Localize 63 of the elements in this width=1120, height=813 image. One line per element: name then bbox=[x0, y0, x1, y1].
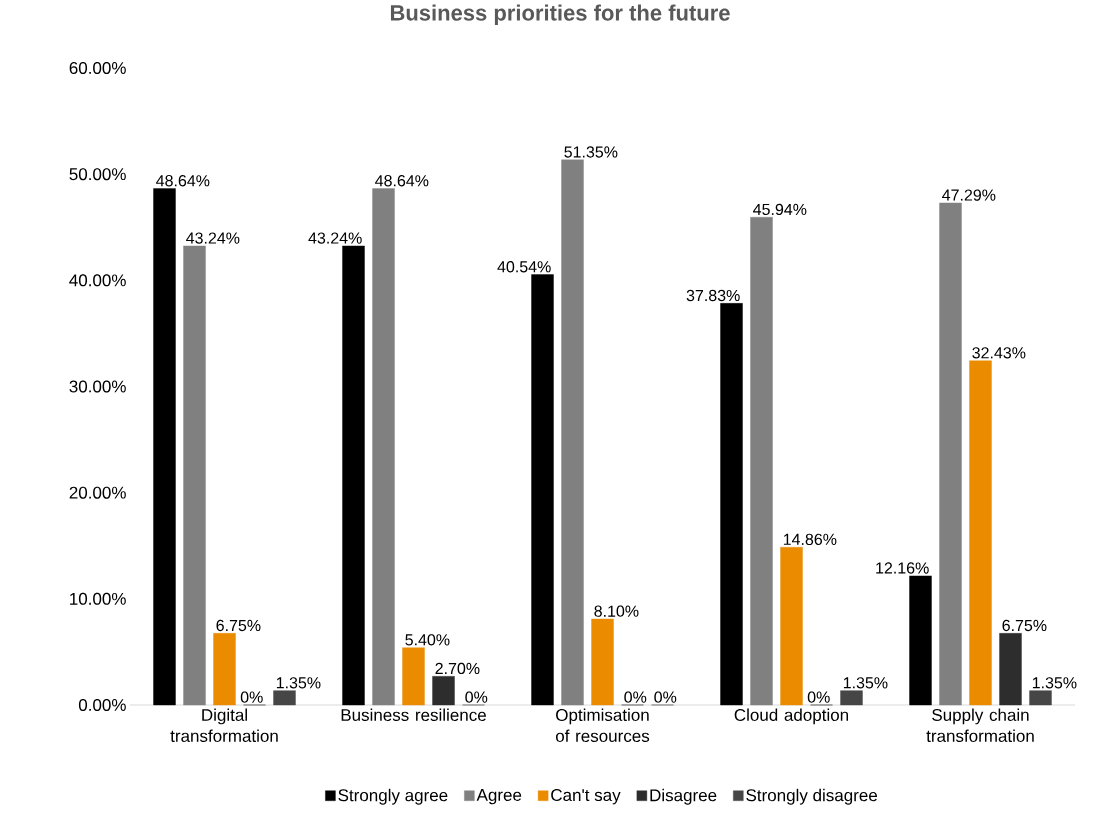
data-label: 51.35% bbox=[564, 146, 618, 158]
data-label: 0% bbox=[240, 691, 263, 703]
legend-label: Agree bbox=[476, 789, 522, 805]
data-label: 0% bbox=[807, 691, 830, 703]
data-label: 5.40% bbox=[405, 634, 450, 646]
y-tick-label: 0.00% bbox=[78, 698, 126, 712]
legend-label: Strongly agree bbox=[338, 788, 448, 805]
data-label: 1.35% bbox=[1032, 677, 1077, 689]
data-label: 40.54% bbox=[497, 261, 551, 273]
data-label: 1.35% bbox=[843, 677, 888, 689]
data-label: 14.86% bbox=[783, 533, 837, 546]
data-label: 43.24% bbox=[186, 232, 240, 244]
data-label: 48.64% bbox=[156, 175, 210, 187]
y-tick-label: 50.00% bbox=[69, 168, 126, 181]
x-tick-label: Cloud adoption bbox=[734, 708, 849, 725]
data-label: 47.29% bbox=[942, 189, 996, 201]
legend-label: Strongly disagree bbox=[746, 788, 878, 805]
bar bbox=[402, 647, 425, 706]
bar bbox=[153, 188, 176, 706]
data-label: 43.24% bbox=[308, 232, 362, 244]
bar bbox=[780, 547, 803, 706]
bar bbox=[213, 633, 236, 706]
y-tick-label: 10.00% bbox=[70, 592, 126, 605]
bar bbox=[183, 245, 206, 706]
data-label: 0% bbox=[465, 691, 488, 703]
bar bbox=[840, 690, 863, 706]
data-label: 37.83% bbox=[686, 289, 740, 302]
data-label: 48.64% bbox=[375, 175, 429, 187]
y-tick-label: 30.00% bbox=[69, 380, 126, 393]
data-label: 12.16% bbox=[876, 562, 929, 574]
legend-label: Disagree bbox=[650, 788, 717, 805]
bar bbox=[750, 217, 773, 706]
y-tick-label: 60.00% bbox=[69, 61, 126, 75]
bar bbox=[999, 633, 1022, 706]
data-label: 1.35% bbox=[276, 677, 321, 689]
bar bbox=[909, 575, 932, 706]
bar bbox=[273, 690, 296, 706]
bar bbox=[372, 188, 395, 706]
bar bbox=[342, 245, 365, 706]
data-label: 0% bbox=[624, 691, 647, 703]
bar bbox=[591, 618, 614, 706]
chart-title: Business priorities for the future bbox=[390, 4, 730, 26]
data-label: 2.70% bbox=[435, 662, 480, 675]
data-label: 6.75% bbox=[1002, 619, 1047, 632]
bar bbox=[969, 360, 992, 706]
legend-label: Can't say bbox=[551, 789, 621, 805]
data-label: 8.10% bbox=[594, 605, 639, 617]
bar bbox=[432, 676, 455, 706]
data-label: 6.75% bbox=[216, 619, 261, 632]
x-tick-label: Supply chain transformation bbox=[926, 708, 1034, 743]
bar bbox=[561, 159, 584, 706]
bar bbox=[720, 303, 743, 706]
x-tick-label: Optimisation of resources bbox=[555, 708, 650, 743]
bar bbox=[531, 274, 554, 706]
data-label: 0% bbox=[654, 691, 677, 703]
data-label: 32.43% bbox=[972, 347, 1026, 359]
bar bbox=[1029, 690, 1052, 706]
x-tick-label: Business resilience bbox=[341, 708, 486, 722]
y-tick-label: 20.00% bbox=[69, 486, 126, 499]
y-tick-label: 40.00% bbox=[69, 274, 126, 287]
x-tick-label: Digital transformation bbox=[170, 708, 278, 743]
data-label: 45.94% bbox=[753, 203, 807, 216]
bar bbox=[939, 202, 962, 706]
